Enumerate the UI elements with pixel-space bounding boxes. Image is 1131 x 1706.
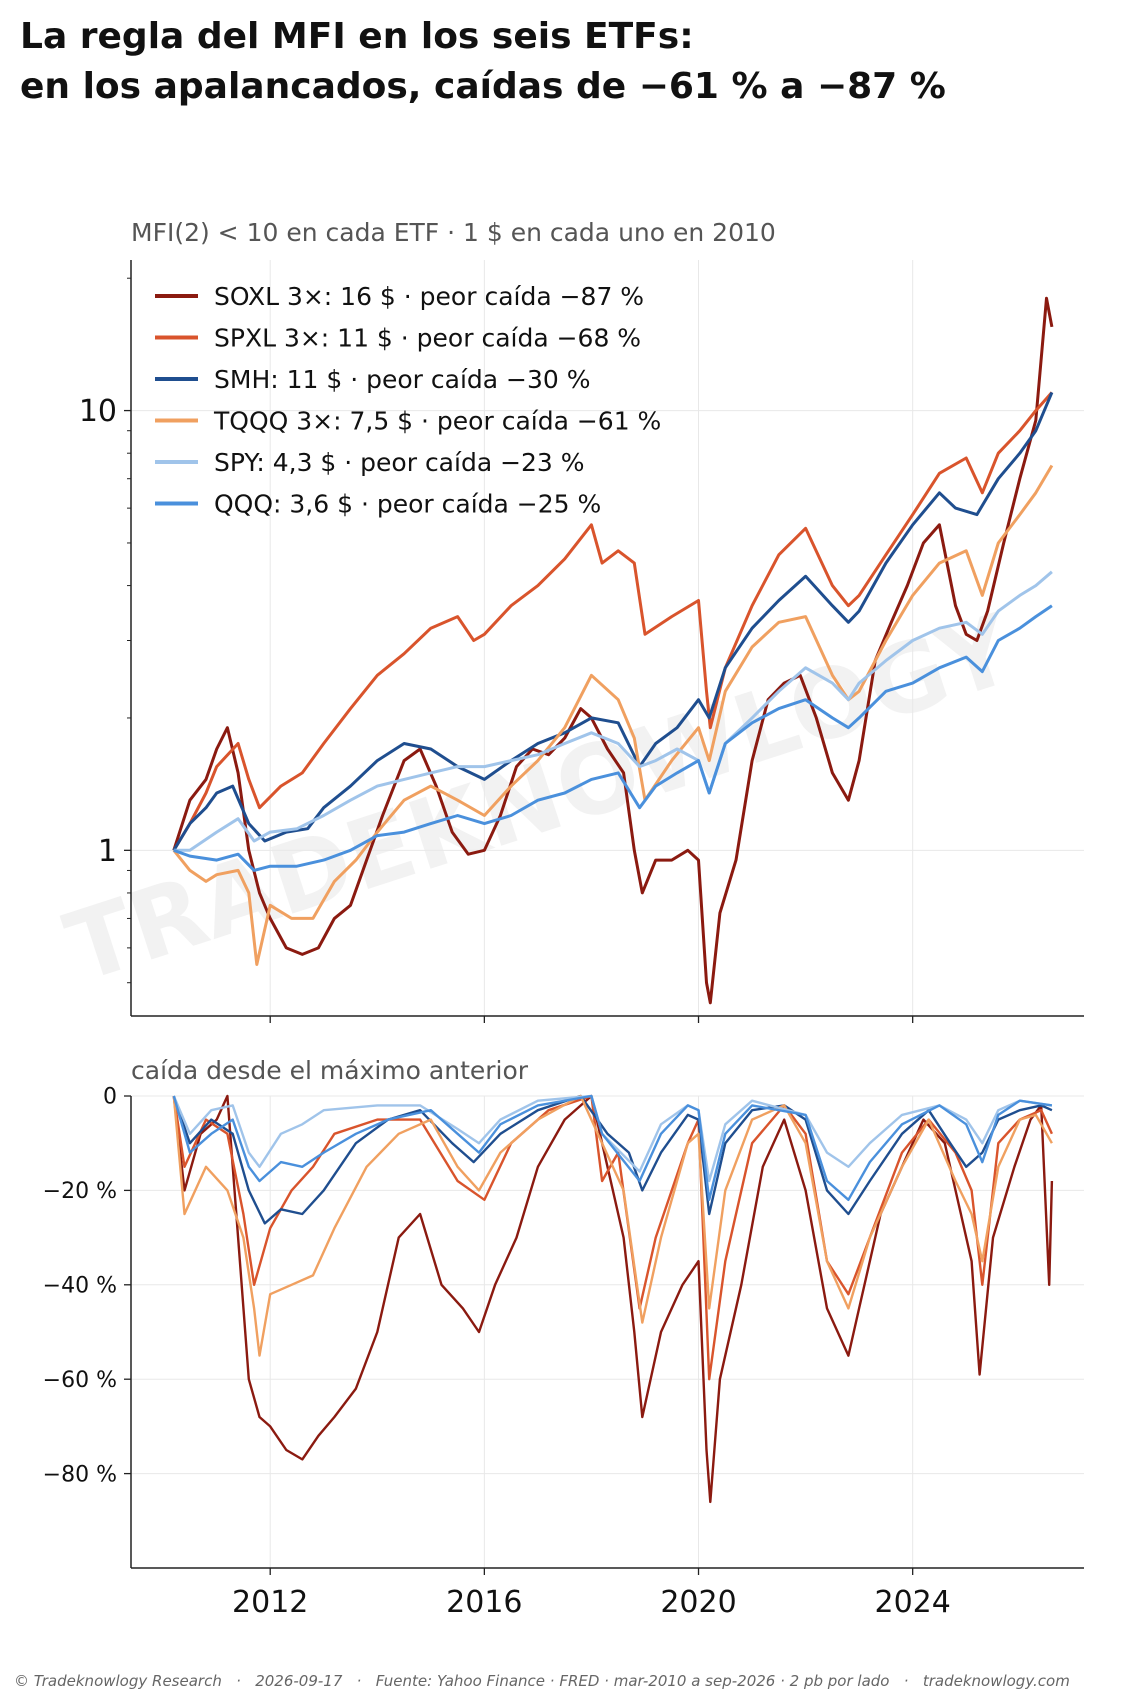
y-tick-label-top: 1 bbox=[98, 834, 117, 869]
series-group-top bbox=[172, 296, 1054, 1005]
bottom-panel-subtitle: caída desde el máximo anterior bbox=[131, 1056, 529, 1085]
series-line-spxl-top bbox=[172, 391, 1054, 852]
x-tick-label: 2024 bbox=[874, 1585, 950, 1620]
series-line-tqqq-top bbox=[172, 464, 1054, 966]
series-line-soxl-bottom bbox=[172, 1094, 1054, 1504]
series-line-tqqq-bottom bbox=[172, 1094, 1053, 1357]
series-line-soxl-top bbox=[172, 296, 1054, 1005]
y-tick-label-bottom: −60 % bbox=[43, 1368, 117, 1393]
y-tick-label-bottom: −20 % bbox=[43, 1179, 117, 1204]
chart-title: La regla del MFI en los seis ETFs: en lo… bbox=[20, 16, 946, 107]
y-tick-label-bottom: −40 % bbox=[43, 1274, 117, 1299]
series-line-spy-top bbox=[173, 570, 1053, 852]
x-tick-label: 2012 bbox=[232, 1585, 308, 1620]
legend-label-spy: SPY: 4,3 $ · peor caída −23 % bbox=[214, 448, 585, 477]
top-panel-subtitle: MFI(2) < 10 en cada ETF · 1 $ en cada un… bbox=[131, 218, 776, 247]
series-line-smh-bottom bbox=[172, 1094, 1053, 1225]
footer-credits: © Tradeknowlogy Research · 2026-09-17 · … bbox=[14, 1672, 1070, 1690]
x-tick-label: 2020 bbox=[660, 1585, 736, 1620]
x-tick-label: 2016 bbox=[446, 1585, 522, 1620]
series-line-spy-bottom bbox=[172, 1094, 1053, 1183]
y-tick-label-top: 10 bbox=[79, 394, 117, 429]
series-group-bottom bbox=[172, 1094, 1054, 1504]
series-line-qqq-top bbox=[173, 604, 1053, 872]
legend-label-spxl: SPXL 3×: 11 $ · peor caída −68 % bbox=[214, 324, 641, 353]
series-line-qqq-bottom bbox=[172, 1094, 1053, 1201]
legend-label-soxl: SOXL 3×: 16 $ · peor caída −87 % bbox=[214, 282, 644, 311]
legend-label-smh: SMH: 11 $ · peor caída −30 % bbox=[214, 365, 591, 394]
y-tick-label-bottom: −80 % bbox=[43, 1462, 117, 1487]
y-tick-label-bottom: 0 bbox=[103, 1085, 117, 1110]
legend-label-qqq: QQQ: 3,6 $ · peor caída −25 % bbox=[214, 490, 601, 519]
legend-label-tqqq: TQQQ 3×: 7,5 $ · peor caída −61 % bbox=[213, 407, 661, 436]
series-line-smh-top bbox=[172, 391, 1054, 852]
